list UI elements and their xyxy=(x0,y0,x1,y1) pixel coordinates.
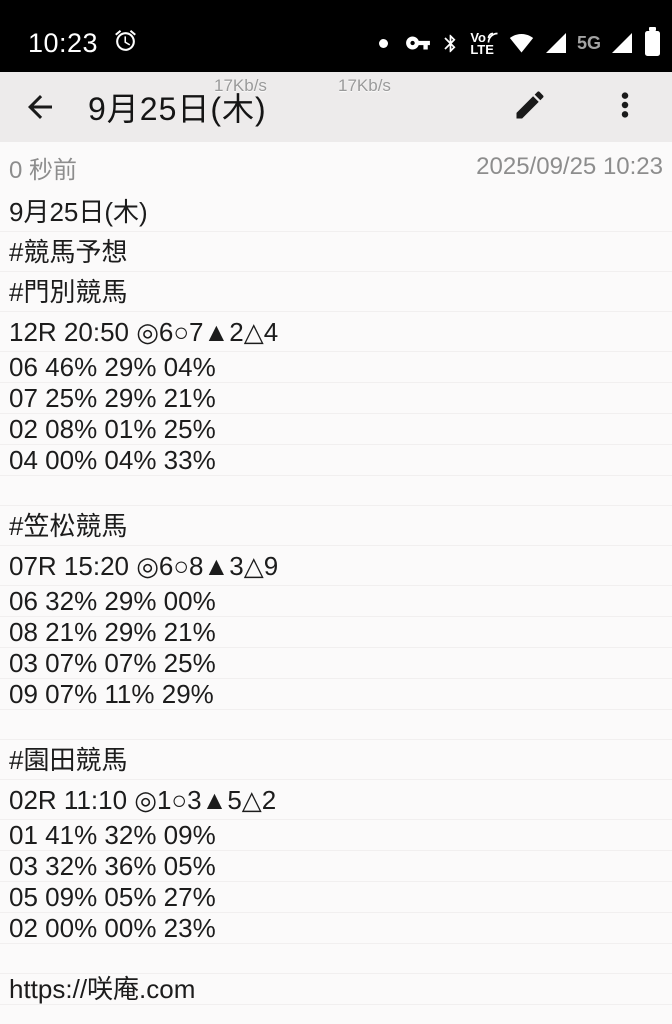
edit-button[interactable] xyxy=(512,87,548,128)
note-blank-line[interactable] xyxy=(0,944,672,974)
note-line[interactable]: #競馬予想 xyxy=(0,232,672,272)
note-datetime-label: 2025/09/25 10:23 xyxy=(476,153,663,180)
note-line[interactable]: 02R 11:10 ◎1○3▲5△2 xyxy=(0,780,672,820)
cellular-signal-icon xyxy=(610,31,634,55)
network-speed-overlay: 17Kb/s xyxy=(338,76,391,95)
note-line[interactable]: 09 07% 11% 29% xyxy=(0,679,672,710)
note-line[interactable]: 07 25% 29% 21% xyxy=(0,383,672,414)
volte-vo-label: Vo xyxy=(470,29,486,45)
note-line[interactable]: 12R 20:50 ◎6○7▲2△4 xyxy=(0,312,672,352)
pencil-icon xyxy=(516,90,544,118)
note-line[interactable]: 01 41% 32% 09% xyxy=(0,820,672,851)
note-line[interactable]: 06 32% 29% 00% xyxy=(0,586,672,617)
battery-icon xyxy=(645,26,660,56)
note-blank-line[interactable] xyxy=(0,476,672,506)
back-arrow-icon xyxy=(28,95,52,119)
note-line[interactable]: 04 00% 04% 33% xyxy=(0,445,672,476)
note-meta-row: 0 秒前 2025/09/25 10:23 xyxy=(0,142,672,192)
note-line[interactable]: 03 07% 07% 25% xyxy=(0,648,672,679)
wifi-icon xyxy=(508,31,535,55)
vpn-key-icon xyxy=(405,30,431,56)
cellular-signal-icon xyxy=(544,31,568,55)
note-line[interactable]: 08 21% 29% 21% xyxy=(0,617,672,648)
network-speed-overlay: 17Kb/s xyxy=(214,76,267,95)
back-button[interactable] xyxy=(22,89,60,125)
5g-label: 5G xyxy=(576,32,601,53)
note-line[interactable]: #園田競馬 xyxy=(0,740,672,780)
note-line[interactable]: #笠松競馬 xyxy=(0,506,672,546)
bluetooth-icon xyxy=(440,32,461,55)
volte-lte-label: LTE xyxy=(470,41,494,57)
note-line[interactable]: https://咲庵.com xyxy=(0,974,672,1005)
alarm-icon xyxy=(113,28,138,58)
clock-time: 10:23 xyxy=(28,27,99,58)
note-line[interactable]: 02 00% 00% 23% xyxy=(0,913,672,944)
note-blank-line[interactable] xyxy=(0,710,672,740)
status-bar: 10:23 Vo LTE 5G xyxy=(0,0,672,72)
overflow-menu-button[interactable] xyxy=(610,87,640,128)
kebab-menu-icon xyxy=(621,91,629,118)
note-line[interactable]: #門別競馬 xyxy=(0,272,672,312)
page-title: 9月25日(木) xyxy=(88,91,267,127)
app-header: 17Kb/s 17Kb/s 9月25日(木) xyxy=(0,72,672,142)
recording-dot-icon xyxy=(379,38,389,48)
note-line[interactable]: 07R 15:20 ◎6○8▲3△9 xyxy=(0,546,672,586)
note-body[interactable]: 9月25日(木) #競馬予想 #門別競馬 12R 20:50 ◎6○7▲2△4 06 4… xyxy=(0,192,672,1005)
note-line[interactable]: 05 09% 05% 27% xyxy=(0,882,672,913)
volte-icon: Vo LTE xyxy=(470,29,499,57)
note-line[interactable]: 03 32% 36% 05% xyxy=(0,851,672,882)
note-age-label: 0 秒前 xyxy=(9,156,78,184)
note-line[interactable]: 02 08% 01% 25% xyxy=(0,414,672,445)
note-line[interactable]: 9月25日(木) xyxy=(0,192,672,232)
note-line[interactable]: 06 46% 29% 04% xyxy=(0,352,672,383)
